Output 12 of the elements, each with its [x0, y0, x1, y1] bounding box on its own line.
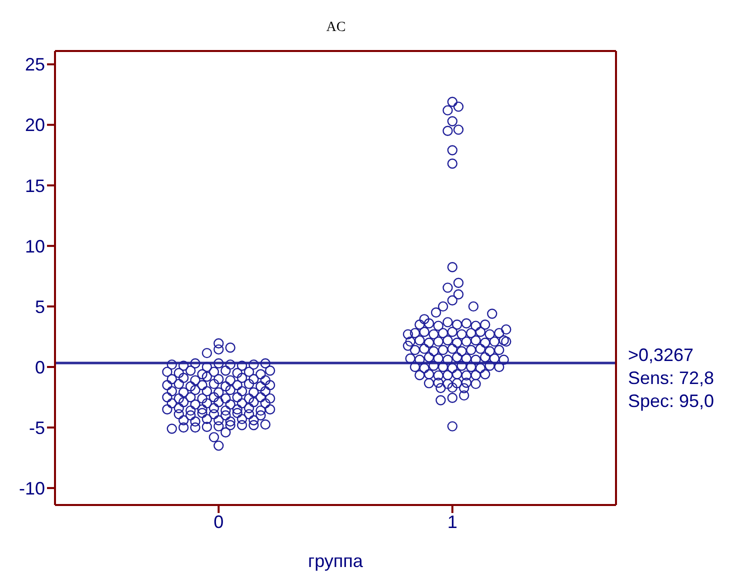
- y-tick-label: 5: [34, 296, 45, 317]
- x-tick-label: 1: [447, 512, 458, 532]
- y-tick-label: 20: [24, 115, 45, 136]
- ref-line-label: >0,3267 Sens: 72,8 Spec: 95,0: [628, 345, 714, 412]
- y-tick-label: 25: [24, 54, 45, 75]
- y-tick-label: -10: [18, 478, 45, 498]
- y-tick-label: 0: [34, 357, 45, 378]
- y-tick-label: 10: [24, 236, 45, 256]
- chart-title: AC: [325, 20, 347, 36]
- y-tick-label: 15: [24, 176, 45, 196]
- x-axis-title: группа: [308, 551, 364, 571]
- y-tick-label: -5: [28, 418, 45, 438]
